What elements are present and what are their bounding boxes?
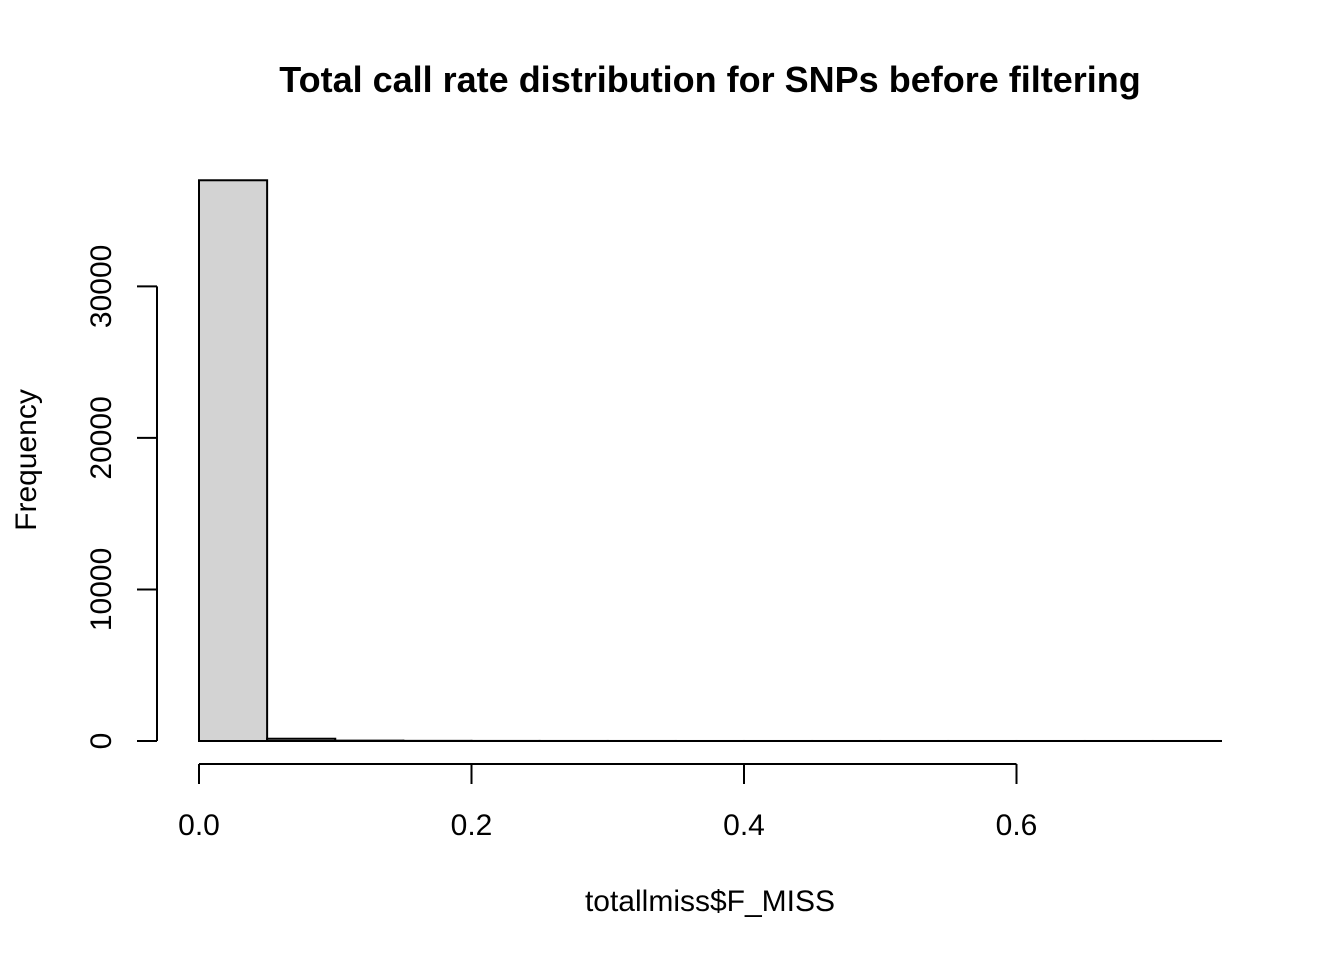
chart-title: Total call rate distribution for SNPs be… bbox=[279, 59, 1140, 100]
x-axis-label: totallmiss$F_MISS bbox=[585, 885, 835, 918]
y-axis-label: Frequency bbox=[10, 389, 43, 531]
y-axis: 0 10000 20000 30000 bbox=[85, 245, 158, 750]
x-tick-label: 0.2 bbox=[451, 809, 493, 842]
x-tick-label: 0.6 bbox=[996, 809, 1038, 842]
x-axis: 0.0 0.2 0.4 0.6 bbox=[178, 763, 1038, 842]
y-tick-label: 10000 bbox=[85, 548, 118, 631]
histogram-bar bbox=[198, 179, 269, 742]
x-tick-label: 0.4 bbox=[723, 809, 765, 842]
histogram-bars bbox=[198, 179, 1222, 743]
y-tick-label: 30000 bbox=[85, 245, 118, 328]
y-tick-label: 0 bbox=[85, 733, 118, 750]
x-tick-label: 0.0 bbox=[178, 809, 220, 842]
y-tick-label: 20000 bbox=[85, 396, 118, 479]
